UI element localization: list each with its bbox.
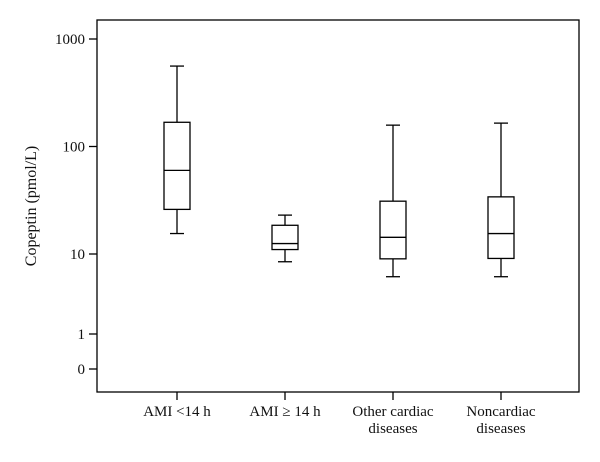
plot-frame [96,19,580,393]
iqr-box-2 [379,200,407,260]
box-0 [163,65,191,235]
x-tick-label-3-0: Noncardiac [466,404,535,420]
x-tick-label-2-0: Other cardiac [352,404,434,420]
box-series [163,65,515,278]
y-tick-label-2: 10 [70,247,85,263]
x-tick-label-1-0: AMI ≥ 14 h [249,404,321,420]
y-tick-label-1: 100 [63,140,86,156]
y-tick-label-0: 1000 [55,32,85,48]
y-tick-label-4: 0 [78,362,86,378]
x-tick-label-2-1: diseases [368,421,417,437]
x-tick-label-3-1: diseases [476,421,525,437]
y-tick-label-3: 1 [78,327,86,343]
box-2 [379,124,407,278]
iqr-box-1 [271,224,299,251]
y-axis-title: Copeptin (pmol/L) [23,146,40,266]
x-axis: AMI <14 h AMI ≥ 14 h Other cardiacdiseases… [143,392,536,437]
x-tick-label-0-0: AMI <14 h [143,404,211,420]
box-1 [271,214,299,263]
iqr-box-0 [163,121,191,211]
box-3 [487,122,515,278]
iqr-box-3 [487,196,515,260]
